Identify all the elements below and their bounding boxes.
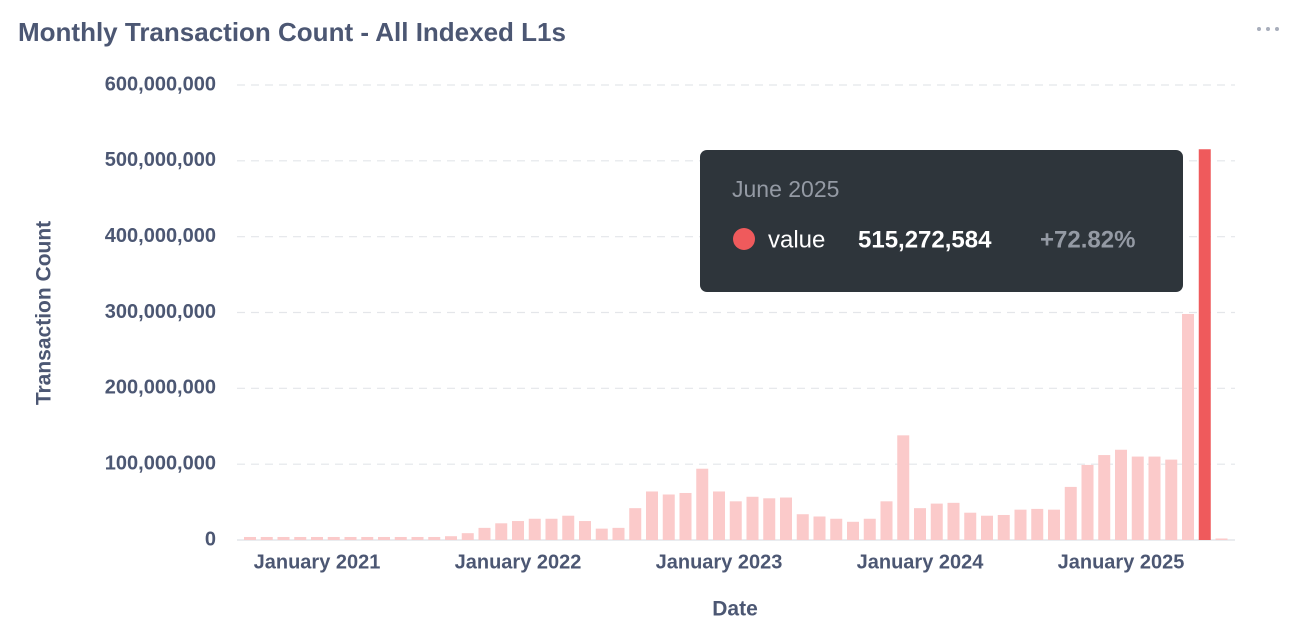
bar <box>763 498 776 540</box>
bar <box>796 514 809 540</box>
chart-title: Monthly Transaction Count - All Indexed … <box>18 17 566 47</box>
bar <box>863 518 876 540</box>
bar <box>930 503 943 540</box>
x-tick-label: January 2023 <box>656 551 783 573</box>
tooltip-title: June 2025 <box>732 176 839 202</box>
bar <box>512 521 524 540</box>
bar <box>729 501 742 540</box>
bar <box>327 536 340 540</box>
bar <box>746 496 759 540</box>
bar <box>495 523 508 540</box>
bar <box>1014 509 1027 540</box>
bar <box>461 533 474 540</box>
bar <box>1048 509 1060 540</box>
bar <box>830 518 843 540</box>
x-tick-label: January 2025 <box>1058 551 1185 573</box>
y-axis-title: Transaction Count <box>33 221 56 405</box>
bar <box>579 521 591 540</box>
menu-button[interactable] <box>1257 27 1279 31</box>
bar <box>411 536 424 540</box>
tooltip-change: +72.82% <box>1040 226 1135 253</box>
bar <box>629 508 642 540</box>
y-tick-label: 0 <box>205 528 216 550</box>
bar <box>1182 314 1194 540</box>
bar <box>428 536 441 540</box>
bar <box>1165 459 1178 540</box>
y-tick-label: 600,000,000 <box>105 73 216 95</box>
bar <box>1198 149 1211 540</box>
bar <box>880 501 893 540</box>
bar <box>813 516 826 540</box>
bar <box>1081 464 1094 540</box>
bar <box>662 494 675 540</box>
bar <box>679 492 692 540</box>
tooltip-series-name: value <box>768 226 825 253</box>
bar <box>528 518 541 540</box>
bar <box>445 536 457 540</box>
y-tick-label: 500,000,000 <box>105 149 216 171</box>
bar <box>713 491 725 540</box>
bar <box>344 536 357 540</box>
bar <box>897 435 910 540</box>
bar <box>964 512 977 540</box>
tooltip-box <box>700 150 1183 292</box>
bar <box>595 528 608 540</box>
y-tick-label: 300,000,000 <box>105 301 216 323</box>
y-tick-label: 200,000,000 <box>105 377 216 399</box>
bar <box>981 515 993 540</box>
bar <box>1031 508 1044 540</box>
bar <box>394 536 407 540</box>
bar <box>947 502 960 540</box>
bar <box>847 521 859 540</box>
tooltip: June 2025 value 515,272,584 +72.82% <box>700 150 1183 292</box>
y-tick-label: 100,000,000 <box>105 452 216 474</box>
tooltip-value: 515,272,584 <box>858 226 992 253</box>
bar <box>361 536 374 540</box>
bar <box>378 536 390 540</box>
bar <box>1148 456 1161 540</box>
menu-dot[interactable] <box>1257 27 1261 31</box>
x-tick-label: January 2021 <box>254 551 381 573</box>
bar <box>1098 455 1111 540</box>
bar <box>646 491 658 540</box>
bar <box>562 515 575 540</box>
bar <box>277 536 290 540</box>
bar <box>294 536 307 540</box>
bar <box>1064 486 1077 540</box>
bar <box>545 518 558 540</box>
y-tick-label: 400,000,000 <box>105 225 216 247</box>
bar <box>914 508 926 540</box>
x-axis-title: Date <box>712 598 758 621</box>
menu-dot[interactable] <box>1275 27 1279 31</box>
bar <box>260 536 273 540</box>
bar <box>1215 538 1228 540</box>
bar <box>311 536 323 540</box>
tooltip-swatch <box>733 228 755 250</box>
bar <box>780 497 792 540</box>
bar <box>478 527 491 540</box>
bar <box>244 536 256 540</box>
bar <box>612 527 625 540</box>
bar <box>696 468 709 540</box>
bar <box>1115 449 1127 540</box>
x-tick-label: January 2024 <box>857 551 985 573</box>
x-tick-label: January 2022 <box>455 551 582 573</box>
menu-dot[interactable] <box>1266 27 1270 31</box>
bar <box>1131 456 1144 540</box>
bar <box>997 514 1010 540</box>
